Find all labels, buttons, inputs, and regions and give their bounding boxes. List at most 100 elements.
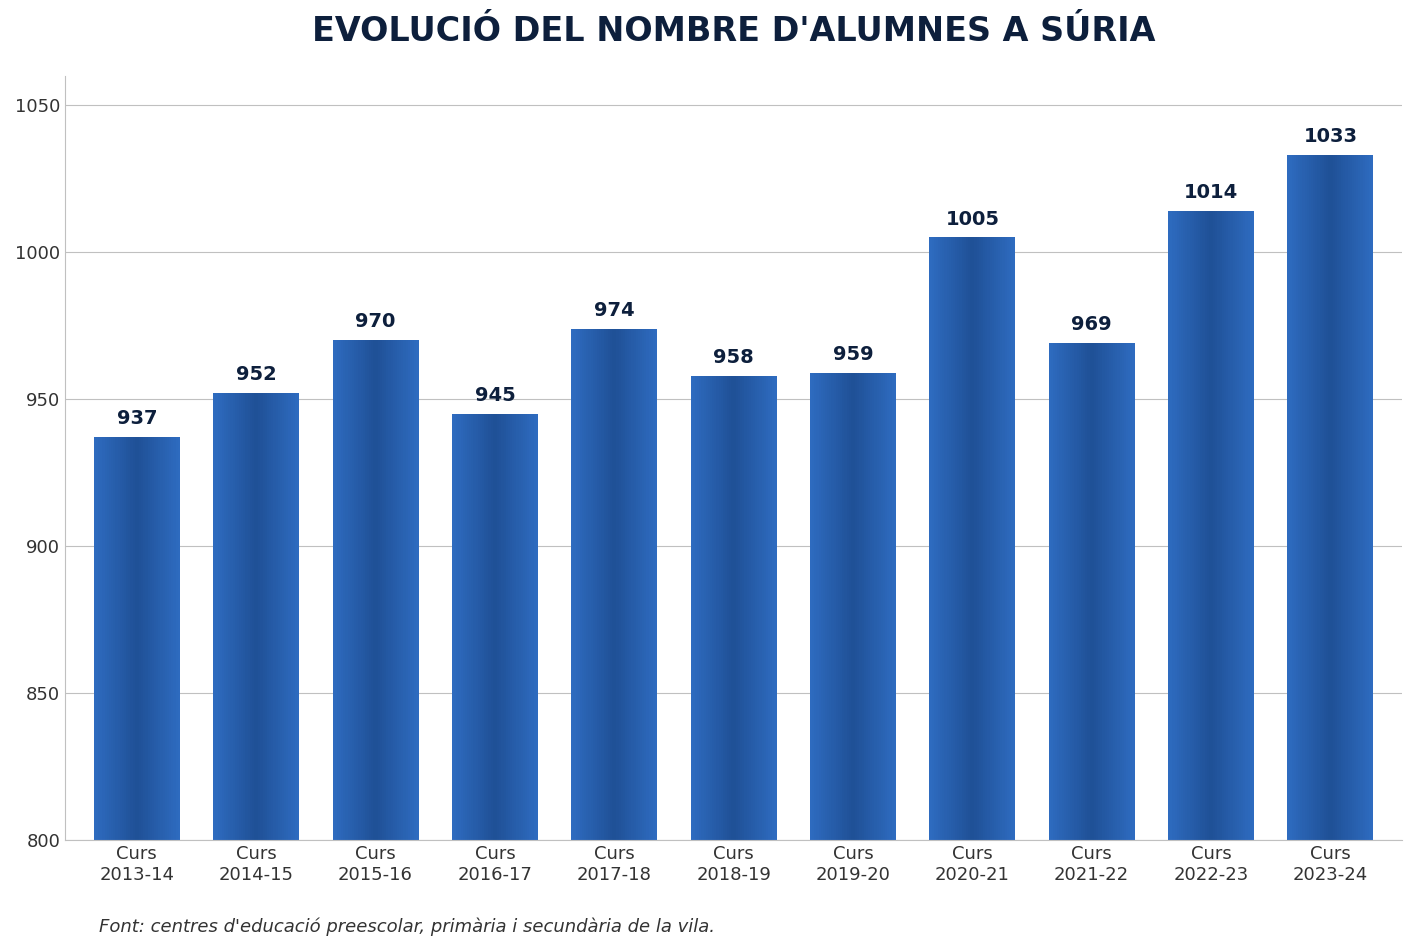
- Bar: [765, 376, 768, 840]
- Bar: [761, 376, 764, 840]
- Bar: [853, 373, 856, 840]
- Bar: [489, 413, 490, 840]
- Bar: [147, 437, 150, 840]
- Bar: [825, 373, 828, 840]
- Bar: [290, 394, 293, 840]
- Bar: [1183, 211, 1186, 840]
- Bar: [879, 373, 881, 840]
- Bar: [135, 437, 137, 840]
- Bar: [113, 437, 115, 840]
- Bar: [1234, 211, 1237, 840]
- Bar: [727, 376, 730, 840]
- Bar: [755, 376, 757, 840]
- Bar: [163, 437, 164, 840]
- Bar: [96, 437, 98, 840]
- Bar: [341, 341, 343, 840]
- Bar: [1100, 343, 1102, 840]
- Bar: [646, 328, 649, 840]
- Bar: [1216, 211, 1217, 840]
- Bar: [1318, 155, 1319, 840]
- Bar: [171, 437, 173, 840]
- Bar: [507, 413, 510, 840]
- Bar: [506, 413, 507, 840]
- Bar: [653, 328, 655, 840]
- Bar: [601, 328, 604, 840]
- Bar: [115, 437, 118, 840]
- Bar: [1107, 343, 1110, 840]
- Bar: [1289, 155, 1292, 840]
- Bar: [972, 237, 975, 840]
- Bar: [1372, 155, 1373, 840]
- Bar: [1111, 343, 1114, 840]
- Bar: [122, 437, 125, 840]
- Bar: [350, 341, 351, 840]
- Bar: [1115, 343, 1118, 840]
- Bar: [1128, 343, 1131, 840]
- Bar: [760, 376, 762, 840]
- Bar: [1332, 155, 1335, 840]
- Bar: [629, 328, 632, 840]
- Bar: [1217, 211, 1220, 840]
- Bar: [584, 328, 587, 840]
- Bar: [1288, 155, 1289, 840]
- Bar: [609, 328, 612, 840]
- Bar: [1199, 211, 1200, 840]
- Bar: [887, 373, 890, 840]
- Bar: [337, 341, 339, 840]
- Bar: [347, 341, 350, 840]
- Bar: [1247, 211, 1250, 840]
- Bar: [224, 394, 227, 840]
- Bar: [1360, 155, 1363, 840]
- Bar: [123, 437, 126, 840]
- Bar: [1094, 343, 1097, 840]
- Bar: [771, 376, 772, 840]
- Bar: [860, 373, 862, 840]
- Bar: [364, 341, 367, 840]
- Bar: [536, 413, 538, 840]
- Bar: [713, 376, 714, 840]
- Bar: [1319, 155, 1322, 840]
- Bar: [968, 237, 971, 840]
- Bar: [397, 341, 400, 840]
- Bar: [959, 237, 962, 840]
- Bar: [989, 237, 992, 840]
- Bar: [947, 237, 949, 840]
- Bar: [1226, 211, 1229, 840]
- Bar: [819, 373, 820, 840]
- Bar: [1323, 155, 1326, 840]
- Bar: [497, 413, 499, 840]
- Text: 970: 970: [356, 312, 395, 331]
- Bar: [1087, 343, 1090, 840]
- Bar: [939, 237, 942, 840]
- Bar: [286, 394, 289, 840]
- Bar: [354, 341, 356, 840]
- Bar: [119, 437, 122, 840]
- Bar: [1352, 155, 1355, 840]
- Bar: [981, 237, 983, 840]
- Bar: [587, 328, 588, 840]
- Bar: [944, 237, 947, 840]
- Bar: [1200, 211, 1203, 840]
- Bar: [1090, 343, 1093, 840]
- Bar: [1298, 155, 1301, 840]
- Bar: [815, 373, 816, 840]
- Bar: [476, 413, 478, 840]
- Bar: [726, 376, 727, 840]
- Bar: [218, 394, 220, 840]
- Bar: [1356, 155, 1359, 840]
- Bar: [105, 437, 106, 840]
- Bar: [1246, 211, 1248, 840]
- Bar: [1053, 343, 1056, 840]
- Bar: [640, 328, 642, 840]
- Bar: [482, 413, 485, 840]
- Bar: [845, 373, 846, 840]
- Bar: [359, 341, 361, 840]
- Bar: [730, 376, 731, 840]
- Bar: [395, 341, 397, 840]
- Bar: [881, 373, 883, 840]
- Bar: [1340, 155, 1343, 840]
- Bar: [721, 376, 723, 840]
- Bar: [1119, 343, 1122, 840]
- Bar: [1367, 155, 1369, 840]
- Bar: [530, 413, 531, 840]
